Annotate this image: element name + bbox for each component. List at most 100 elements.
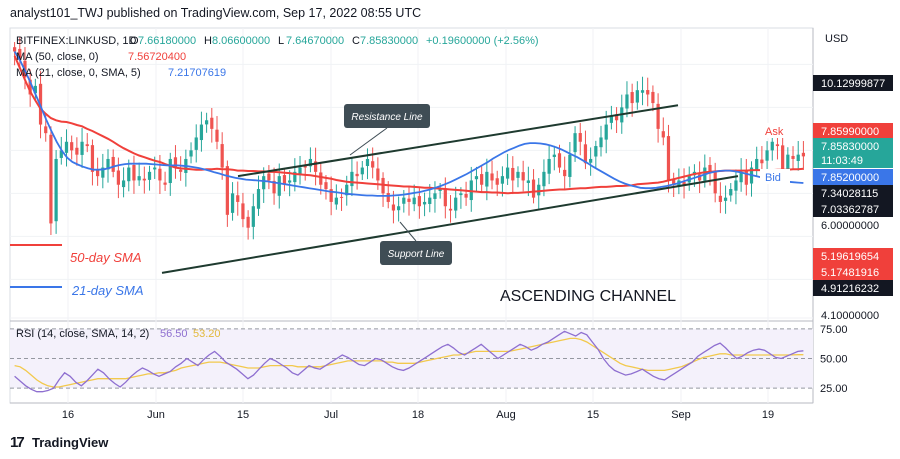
resistance-label: Resistance Line xyxy=(351,112,423,123)
candle-body xyxy=(651,91,655,104)
candle-body xyxy=(101,167,105,178)
candle-body xyxy=(345,184,349,196)
rsi-band xyxy=(10,328,813,389)
ma21-legend-label: MA (21, close, 0, SMA, 5) xyxy=(16,67,141,79)
price-label: 7.03362787 xyxy=(821,204,879,216)
candle-body xyxy=(111,156,115,172)
candle-body xyxy=(75,147,79,155)
support-pointer xyxy=(399,221,417,242)
sma50-label: 50-day SMA xyxy=(70,250,142,265)
candle-body xyxy=(542,171,546,187)
indicator-legend: BITFINEX:LINKUSD, 1DO 7.66180000 H 8.066000… xyxy=(16,35,539,340)
sma21-label: 21-day SMA xyxy=(71,283,144,298)
candle-body xyxy=(371,161,375,168)
candle-body xyxy=(365,158,370,167)
candle-body xyxy=(604,124,608,140)
rsi-legend-value2: 53.20 xyxy=(193,328,221,340)
candle-body xyxy=(464,193,468,198)
price-label-box xyxy=(813,152,893,168)
candle-body xyxy=(334,197,338,205)
candle-body xyxy=(765,150,769,161)
candle-body xyxy=(781,145,785,172)
candle-body xyxy=(386,193,390,202)
candle-body xyxy=(490,173,494,181)
candle-body xyxy=(282,175,287,185)
candle-body xyxy=(599,137,603,148)
candle-body xyxy=(505,167,510,179)
candle-body xyxy=(313,161,318,172)
price-label: 5.19619654 xyxy=(821,251,879,263)
chart-header: analyst101_TWJ published on TradingView.… xyxy=(0,0,900,28)
support-label: Support Line xyxy=(388,249,445,260)
price-label: 10.12999877 xyxy=(821,78,885,90)
rsi-axis-label: 75.00 xyxy=(820,324,848,336)
candle-body xyxy=(422,201,427,205)
candle-body xyxy=(194,137,198,150)
ma50-legend-value: 7.56720400 xyxy=(128,51,186,63)
candle-body xyxy=(407,198,411,202)
candle-body xyxy=(173,157,178,168)
candle-body xyxy=(90,145,95,172)
candle-body xyxy=(339,196,344,198)
rsi-sma-line xyxy=(14,337,804,388)
candle-body xyxy=(308,158,313,167)
candle-body xyxy=(199,124,204,141)
candle-body xyxy=(153,167,157,170)
candle-body xyxy=(713,172,717,194)
candle-body xyxy=(142,178,146,181)
time-tick-label: 15 xyxy=(587,409,599,421)
time-tick-label: Sep xyxy=(671,409,691,421)
price-axis: USD 10.12999877 Ask 7.85990000 7.85830000 11:… xyxy=(760,33,893,395)
candle-body xyxy=(33,85,37,94)
price-label-box xyxy=(813,280,893,296)
candle-body xyxy=(760,159,764,164)
rsi-axis-label: 50.00 xyxy=(820,354,848,366)
candle-body xyxy=(786,154,790,170)
candle-body xyxy=(412,197,416,205)
ma21-legend-value: 7.21707619 xyxy=(168,67,226,79)
moving-averages xyxy=(13,51,804,197)
tradingview-logo-icon: 17 xyxy=(10,434,25,451)
candle-body xyxy=(319,172,323,185)
candle-body xyxy=(718,195,722,202)
candle-body xyxy=(85,144,89,147)
candle-body xyxy=(474,176,479,180)
time-tick-label: 19 xyxy=(762,409,774,421)
candle-body xyxy=(589,158,593,163)
time-tick-label: 15 xyxy=(237,409,249,421)
candle-body xyxy=(137,176,141,181)
candle-body xyxy=(49,134,53,224)
price-label-box xyxy=(813,123,893,139)
ohlc-value: 7.64670000 xyxy=(286,35,344,47)
candle-body xyxy=(661,131,665,138)
ohlc-value: +0.19600000 (+2.56%) xyxy=(426,35,539,47)
candle-body xyxy=(526,180,530,183)
candle-body xyxy=(796,154,800,161)
candle-body xyxy=(236,195,240,202)
candle-body xyxy=(734,180,738,191)
annotations: Resistance Line Support Line 50-day SMA 21-… xyxy=(10,104,676,305)
candle-body xyxy=(516,171,520,178)
price-label-box xyxy=(813,248,893,264)
candle-body xyxy=(682,181,686,185)
currency-label: USD xyxy=(825,33,848,45)
channel-label: ASCENDING CHANNEL xyxy=(500,288,676,305)
time-tick-label: Jul xyxy=(324,409,338,421)
candle-body xyxy=(80,141,84,155)
candle-body xyxy=(448,208,453,211)
candle-body xyxy=(168,158,172,184)
candle-body xyxy=(329,189,333,202)
candle-body xyxy=(116,170,120,185)
candle-body xyxy=(630,92,634,104)
candle-body xyxy=(241,203,245,220)
price-label-box xyxy=(813,201,893,217)
candle-body xyxy=(246,216,250,228)
candle-body xyxy=(454,197,458,211)
candle-body xyxy=(127,167,131,182)
price-label: 11:03:49 xyxy=(821,155,863,167)
candle-body xyxy=(801,152,806,157)
support-line xyxy=(161,175,739,274)
candle-body xyxy=(433,193,437,199)
candle-body xyxy=(121,180,126,188)
